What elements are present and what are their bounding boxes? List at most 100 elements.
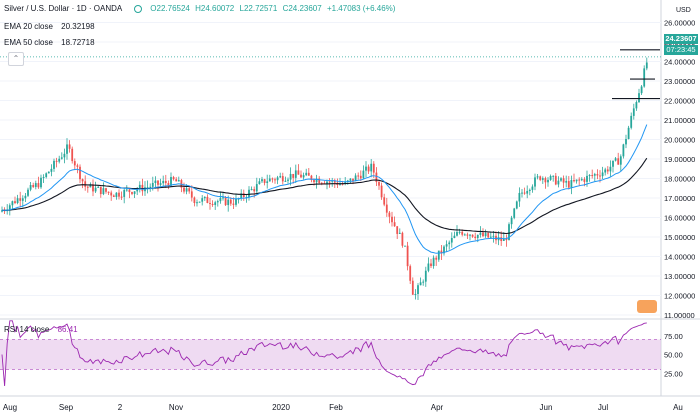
candle-body: [55, 160, 58, 162]
time-tick-label: Apr: [431, 403, 444, 412]
candle-body: [554, 175, 557, 185]
candle-body: [640, 86, 643, 94]
candle-body: [73, 161, 76, 166]
candle-body: [320, 182, 323, 184]
candle-body: [645, 62, 648, 69]
time-tick-label: 2020: [272, 403, 290, 412]
candle-body: [232, 203, 235, 205]
low-value: L22.72571: [239, 4, 278, 13]
candle-body: [167, 183, 170, 186]
candle-body: [159, 183, 162, 185]
candle-body: [281, 176, 284, 182]
candle-body: [349, 178, 352, 181]
time-tick-label: Aug: [3, 403, 17, 412]
candle-body: [157, 180, 159, 185]
candle-body: [419, 282, 422, 286]
candle-body: [24, 195, 27, 199]
candle-body: [99, 186, 102, 195]
candle-body: [279, 176, 282, 178]
rsi-tick-label: 75.00: [664, 332, 683, 341]
candle-body: [578, 179, 581, 181]
rsi-line: [1, 320, 647, 387]
candle-body: [601, 172, 604, 177]
candle-body: [583, 179, 586, 182]
chevron-up-icon[interactable]: ⌃: [8, 52, 24, 66]
candle-body: [609, 166, 612, 172]
candle-body: [328, 181, 331, 183]
candle-body: [258, 181, 261, 185]
candle-body: [406, 245, 409, 267]
candle-body: [417, 285, 419, 294]
candle-body: [115, 192, 118, 197]
candle-body: [375, 172, 378, 183]
ema20-label: EMA 20 close: [4, 22, 53, 31]
candle-body: [536, 176, 539, 178]
price-tick-label: 20.00000: [664, 136, 695, 145]
candle-body: [354, 175, 357, 182]
candle-body: [248, 189, 250, 198]
candle-body: [523, 192, 526, 194]
open-value: O22.76524: [150, 4, 190, 13]
candle-body: [458, 231, 461, 233]
candle-body: [313, 180, 315, 183]
candle-body: [443, 246, 445, 254]
candle-body: [643, 68, 646, 87]
candle-body: [34, 183, 37, 187]
symbol-title[interactable]: Silver / U.S. Dollar · 1D · OANDA: [4, 4, 122, 13]
candle-body: [162, 180, 165, 184]
time-tick-label: Jun: [540, 403, 553, 412]
candle-body: [380, 185, 383, 198]
candle-body: [37, 183, 40, 188]
candle-body: [630, 115, 633, 128]
price-tick-label: 17.00000: [664, 194, 695, 203]
candle-body: [29, 185, 32, 190]
time-tick-label: Jul: [598, 403, 608, 412]
candle-body: [388, 212, 391, 217]
candle-body: [614, 158, 617, 161]
candle-body: [97, 186, 100, 188]
candle-body: [27, 189, 29, 196]
candle-body: [549, 176, 552, 180]
price-tick-label: 18.00000: [664, 175, 695, 184]
ema50-label: EMA 50 close: [4, 38, 53, 47]
time-tick-label: Au: [673, 403, 683, 412]
rsi-legend[interactable]: RSI 14 close 86.41: [4, 325, 78, 334]
candle-body: [14, 201, 16, 204]
candle-body: [385, 204, 388, 213]
candle-body: [448, 242, 451, 245]
candle-body: [575, 179, 578, 182]
candle-body: [440, 250, 443, 254]
candle-body: [141, 184, 144, 192]
change-value: +1.47083 (+6.46%): [326, 4, 396, 13]
ema20-legend[interactable]: EMA 20 close 20.32198: [4, 22, 95, 31]
candle-body: [541, 178, 544, 180]
ema50-legend[interactable]: EMA 50 close 18.72718: [4, 38, 95, 47]
candle-body: [133, 191, 136, 194]
candle-body: [393, 222, 396, 227]
candle-body: [263, 179, 266, 183]
candle-body: [151, 182, 154, 187]
candle-body: [573, 180, 575, 182]
candle-body: [102, 188, 105, 195]
candle-body: [479, 232, 482, 235]
candle-body: [240, 193, 243, 199]
candle-body: [414, 293, 417, 295]
candle-body: [539, 176, 542, 180]
candle-body: [362, 170, 365, 179]
candle-body: [318, 178, 321, 183]
candle-body: [367, 166, 370, 172]
candle-body: [185, 188, 188, 192]
candle-body: [276, 177, 279, 181]
candle-body: [430, 263, 432, 267]
rsi-value: 86.41: [57, 325, 78, 334]
candle-body: [107, 191, 110, 193]
candle-body: [289, 173, 292, 180]
candle-body: [487, 233, 490, 238]
candle-body: [544, 178, 547, 183]
candle-body: [300, 174, 302, 178]
candle-body: [76, 165, 79, 167]
candle-body: [60, 157, 63, 159]
candle-body: [188, 188, 191, 192]
candle-body: [617, 158, 620, 165]
